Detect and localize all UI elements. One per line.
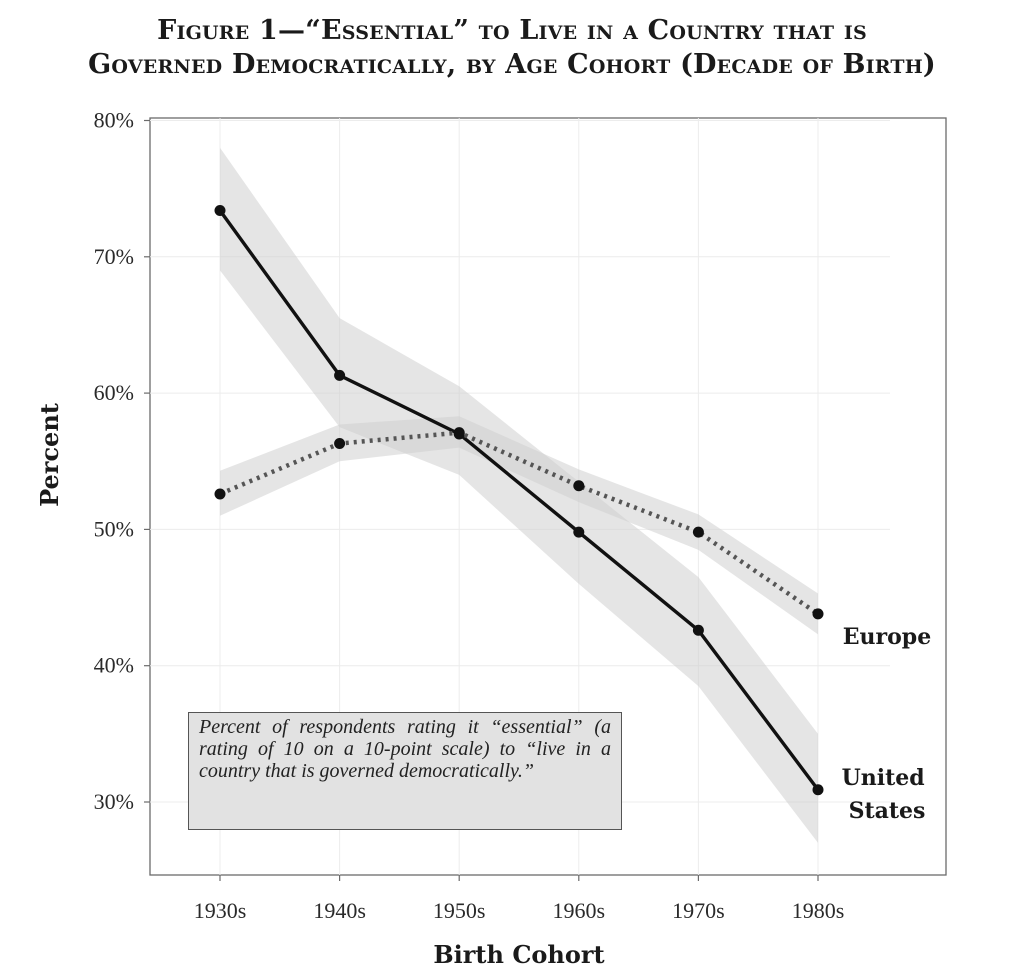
europe-data-point: [692, 526, 704, 538]
x-tick-label: 1950s: [433, 898, 486, 923]
y-axis-title: Percent: [35, 403, 64, 507]
europe-data-point: [334, 438, 346, 450]
x-axis-title: Birth Cohort: [433, 940, 604, 969]
series-points: [214, 204, 824, 796]
y-tick-label: 40%: [94, 653, 134, 678]
y-axis-ticks: 30% 40% 50% 60% 70% 80%: [94, 108, 150, 814]
us-series-label: United States: [842, 765, 933, 824]
x-tick-label: 1960s: [553, 898, 606, 923]
us-series-line: [218, 209, 820, 791]
plot-area-frame: [149, 117, 947, 876]
x-tick-label: 1940s: [313, 898, 366, 923]
europe-confidence-band: [220, 416, 818, 635]
y-tick-label: 80%: [94, 108, 134, 133]
figure-title: Figure 1—“Essential” to Live in a Countr…: [0, 14, 1024, 82]
figure-title-line1: Figure 1—“Essential” to Live in a Countr…: [157, 15, 867, 46]
us-data-point: [214, 204, 226, 216]
europe-data-point: [573, 480, 585, 492]
europe-series-label: Europe: [843, 624, 931, 650]
y-tick-label: 60%: [94, 380, 134, 405]
us-data-point: [812, 784, 824, 796]
y-tick-label: 70%: [94, 244, 134, 269]
x-tick-label: 1930s: [194, 898, 247, 923]
europe-data-point: [812, 608, 824, 620]
y-tick-label: 50%: [94, 516, 134, 541]
x-axis-ticks: 1930s 1940s 1950s 1960s 1970s 1980s: [194, 875, 845, 923]
x-tick-label: 1970s: [672, 898, 725, 923]
chart-annotation-note: Percent of respondents rating it “essent…: [188, 712, 622, 830]
us-data-point: [692, 624, 704, 636]
series-lines: [218, 209, 820, 791]
europe-data-point: [214, 488, 226, 500]
x-tick-label: 1980s: [792, 898, 845, 923]
us-data-point: [334, 369, 346, 381]
confidence-bands: [220, 147, 818, 843]
us-data-point: [573, 526, 585, 538]
y-tick-label: 30%: [94, 789, 134, 814]
us-confidence-band: [220, 147, 818, 843]
europe-data-point: [453, 427, 465, 439]
figure-title-line2: Governed Democratically, by Age Cohort (…: [88, 49, 936, 80]
